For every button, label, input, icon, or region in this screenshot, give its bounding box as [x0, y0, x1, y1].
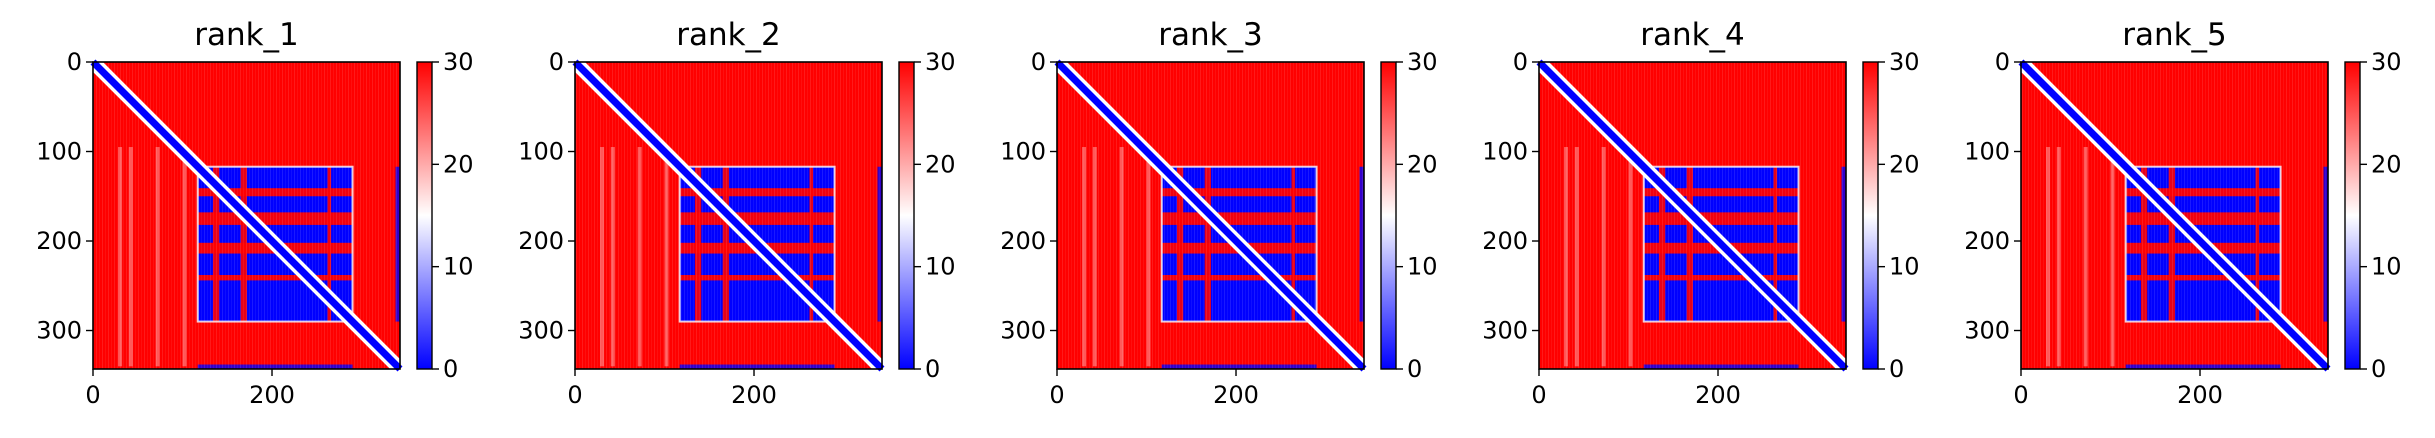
panel-title: rank_5 [2122, 17, 2227, 53]
x-tick-label: 200 [249, 381, 295, 409]
y-tick-label: 200 [1964, 227, 2010, 255]
colorbar-tick-label: 20 [443, 150, 474, 178]
heatmap-panel-4: rank_4 0 100 200 300 0 200 0 10 20 30 [1482, 17, 1919, 409]
colorbar-frame [1862, 61, 1879, 370]
heatmap-panel-2: rank_2 0 100 200 300 0 200 0 10 20 30 [518, 17, 955, 409]
colorbar-tick-label: 0 [1407, 355, 1422, 383]
x-tick-label: 200 [2177, 381, 2223, 409]
x-tick-label: 0 [1049, 381, 1064, 409]
colorbar: 0 10 20 30 [2344, 48, 2402, 383]
colorbar-tick-label: 30 [443, 48, 474, 76]
heatmap-panel-5: rank_5 0 100 200 300 0 200 0 10 20 30 [1964, 17, 2401, 409]
x-tick-label: 0 [85, 381, 100, 409]
colorbar: 0 10 20 30 [416, 48, 474, 383]
axes-frame [1538, 61, 1847, 370]
colorbar-tick-label: 10 [1407, 253, 1438, 281]
y-tick-label: 100 [36, 138, 82, 166]
colorbar-frame [416, 61, 433, 370]
x-tick-label: 0 [2013, 381, 2028, 409]
y-tick-label: 0 [549, 48, 564, 76]
diagonal-band [1536, 59, 1849, 372]
axes-frame [92, 61, 401, 370]
y-tick-label: 100 [1964, 138, 2010, 166]
colorbar-tick-label: 10 [1889, 253, 1920, 281]
heatmap-panel-3: rank_3 0 100 200 300 0 200 0 10 20 30 [1000, 17, 1437, 409]
y-tick-label: 0 [1513, 48, 1528, 76]
y-tick-label: 300 [1482, 317, 1528, 345]
colorbar-tick-label: 30 [1889, 48, 1920, 76]
colorbar-tick-label: 0 [443, 355, 458, 383]
colorbar-frame [898, 61, 915, 370]
y-tick-label: 200 [36, 227, 82, 255]
y-tick-label: 300 [518, 317, 564, 345]
colorbar-gradient [1381, 62, 1396, 369]
colorbar-tick-label: 20 [1407, 150, 1438, 178]
colorbar-tick-label: 20 [1889, 150, 1920, 178]
axes-frame [1056, 61, 1365, 370]
colorbar-tick-label: 30 [1407, 48, 1438, 76]
diagonal-band [90, 59, 403, 372]
panel-title: rank_3 [1158, 17, 1263, 53]
y-tick-label: 300 [1964, 317, 2010, 345]
colorbar-tick-label: 0 [2371, 355, 2386, 383]
diagonal-band [2018, 59, 2331, 372]
y-tick-label: 0 [1031, 48, 1046, 76]
colorbar-gradient [417, 62, 432, 369]
y-tick-label: 300 [1000, 317, 1046, 345]
colorbar-frame [2344, 61, 2361, 370]
colorbar-tick-label: 20 [2371, 150, 2402, 178]
heatmap-image [1052, 57, 1369, 374]
x-tick-label: 200 [731, 381, 777, 409]
x-tick-label: 200 [1213, 381, 1259, 409]
heatmap-image [570, 57, 887, 374]
colorbar-gradient [899, 62, 914, 369]
y-tick-label: 100 [518, 138, 564, 166]
heatmap-image [88, 57, 405, 374]
y-tick-label: 300 [36, 317, 82, 345]
diagonal-band [1054, 59, 1367, 372]
colorbar: 0 10 20 30 [898, 48, 956, 383]
colorbar-tick-label: 0 [925, 355, 940, 383]
y-tick-label: 100 [1000, 138, 1046, 166]
heatmap-image [2016, 57, 2333, 374]
diagonal-band [572, 59, 885, 372]
y-tick-label: 200 [1482, 227, 1528, 255]
panel-title: rank_4 [1640, 17, 1745, 53]
x-tick-label: 200 [1695, 381, 1741, 409]
colorbar-tick-label: 20 [925, 150, 956, 178]
y-tick-label: 0 [1995, 48, 2010, 76]
colorbar-tick-label: 30 [2371, 48, 2402, 76]
heatmap-panel-1: rank_1 0 100 200 300 0 200 0 10 20 30 [36, 17, 473, 409]
colorbar: 0 10 20 30 [1380, 48, 1438, 383]
heatmap-image [1534, 57, 1851, 374]
y-tick-label: 100 [1482, 138, 1528, 166]
panel-title: rank_1 [194, 17, 299, 53]
colorbar-frame [1380, 61, 1397, 370]
panel-title: rank_2 [676, 17, 781, 53]
x-tick-label: 0 [1531, 381, 1546, 409]
axes-frame [574, 61, 883, 370]
colorbar-tick-label: 10 [443, 253, 474, 281]
colorbar: 0 10 20 30 [1862, 48, 1920, 383]
colorbar-tick-label: 10 [2371, 253, 2402, 281]
colorbar-tick-label: 10 [925, 253, 956, 281]
y-tick-label: 200 [1000, 227, 1046, 255]
y-tick-label: 0 [67, 48, 82, 76]
axes-frame [2020, 61, 2329, 370]
colorbar-tick-label: 0 [1889, 355, 1904, 383]
colorbar-tick-label: 30 [925, 48, 956, 76]
colorbar-gradient [2345, 62, 2360, 369]
x-tick-label: 0 [567, 381, 582, 409]
y-tick-label: 200 [518, 227, 564, 255]
colorbar-gradient [1863, 62, 1878, 369]
